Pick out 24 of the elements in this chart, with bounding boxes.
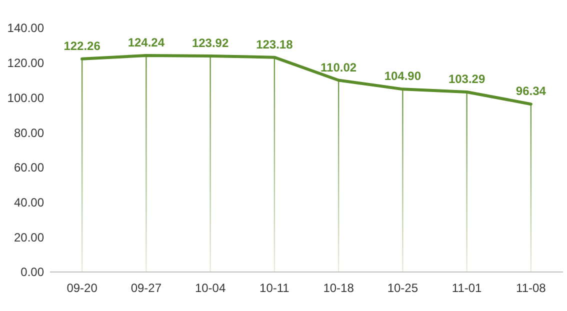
y-tick-label: 40.00 <box>14 195 44 210</box>
data-label: 124.24 <box>128 35 165 50</box>
x-tick-label: 11-08 <box>516 281 546 295</box>
x-tick-label: 09-20 <box>66 281 98 295</box>
y-tick-label: 140.00 <box>7 21 44 36</box>
data-label: 123.18 <box>256 37 294 52</box>
y-tick-label: 120.00 <box>7 56 44 70</box>
y-tick-label: 0.00 <box>20 265 44 280</box>
x-tick-label: 10-11 <box>260 281 290 295</box>
y-tick-label: 60.00 <box>14 160 44 175</box>
data-label: 110.02 <box>320 60 357 74</box>
data-label: 103.29 <box>448 72 486 86</box>
x-tick-label: 10-04 <box>194 281 226 295</box>
y-tick-label: 20.00 <box>14 230 44 244</box>
y-tick-label: 80.00 <box>14 126 44 140</box>
data-label: 123.92 <box>192 36 229 50</box>
x-tick-label: 11-01 <box>452 281 482 295</box>
data-label: 96.34 <box>516 84 546 98</box>
x-tick-label: 10-25 <box>387 281 418 295</box>
x-tick-label: 10-18 <box>323 281 354 295</box>
data-label: 122.26 <box>64 38 101 53</box>
data-label: 104.90 <box>384 69 422 84</box>
y-tick-label: 100.00 <box>7 90 44 105</box>
x-tick-label: 09-27 <box>130 281 162 295</box>
